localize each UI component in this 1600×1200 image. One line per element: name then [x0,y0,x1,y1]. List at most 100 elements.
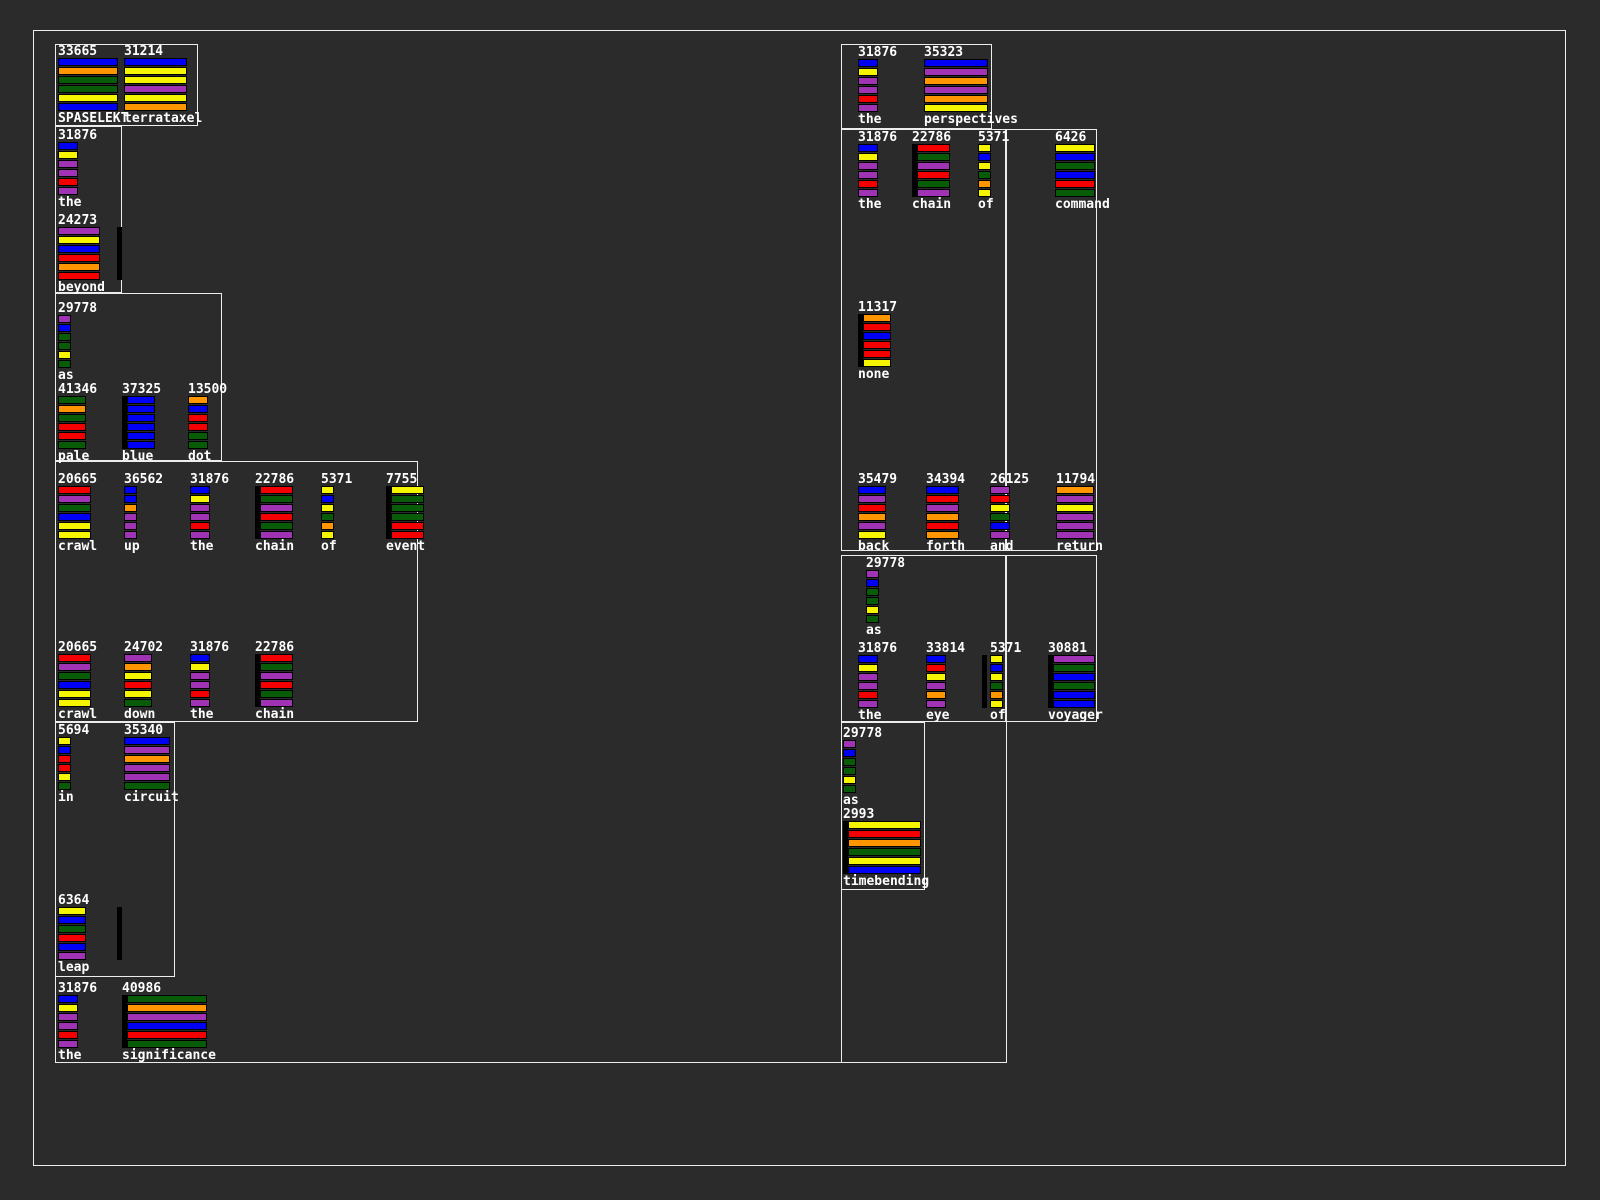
stripe-yellow [190,663,210,671]
group-box [55,293,222,461]
stripe-blue [58,943,86,951]
word-glyph-as[interactable]: 29778 as [58,301,98,382]
word-label: leap [58,960,90,975]
stripe-row [58,58,128,112]
word-glyph-pale[interactable]: 41346 pale [58,383,97,463]
stripe-yellow [990,700,1003,708]
word-glyph-none[interactable]: 11317 none [858,301,897,381]
word-glyph-leap[interactable]: 6364 leap [58,894,122,975]
stripe-green [843,758,856,766]
stripe-yellow [978,189,991,197]
stripe-green [848,848,921,856]
stripe-red [58,934,86,942]
word-glyph-significance[interactable]: 40986 significance [122,982,216,1062]
word-glyph-eye[interactable]: 33814 eye [926,642,965,722]
word-glyph-the[interactable]: 31876 the [858,642,897,723]
word-glyph-chain[interactable]: 22786 chain [912,131,951,211]
stripe-green [124,699,152,707]
stripe-purple [917,162,950,170]
stripe-green [58,85,118,93]
stripe-purple [858,495,886,503]
stripe-blue [978,153,991,161]
word-glyph-circuit[interactable]: 35340 circuit [124,724,179,804]
stripe-yellow [321,504,334,512]
stripe-purple [124,746,170,754]
word-glyph-up[interactable]: 36562 up [124,473,163,553]
stripe-yellow [1056,504,1094,512]
word-glyph-command[interactable]: 6426 command [1055,131,1110,211]
stripe-green [260,522,293,530]
stripe-purple [58,187,78,195]
stripe-stack [843,740,856,794]
word-glyph-the[interactable]: 31876 the [190,641,229,722]
stripe-orange [188,396,208,404]
stripe-stack [260,654,293,708]
word-glyph-down[interactable]: 24702 down [124,641,163,721]
word-count: 5694 [58,723,90,738]
word-glyph-chain[interactable]: 22786 chain [255,641,294,721]
word-glyph-forth[interactable]: 34394 forth [926,473,965,553]
word-glyph-dot[interactable]: 13500 dot [188,383,227,463]
stripe-purple [124,513,137,521]
word-label: crawl [58,707,98,722]
word-count: 31876 [190,472,230,487]
word-glyph-the[interactable]: 31876 the [858,131,897,211]
stripe-blue [858,655,878,663]
stripe-row [58,315,97,369]
word-glyph-the[interactable]: 31876 the [58,982,97,1063]
stripe-red [863,350,891,358]
word-count: 5371 [990,641,1022,656]
word-glyph-event[interactable]: 7755 event [386,473,425,553]
word-glyph-back[interactable]: 35479 back [858,473,897,553]
stripe-row [190,486,229,540]
word-label: the [190,707,214,722]
word-glyph-the[interactable]: 31876 the [858,46,897,126]
stripe-orange [321,522,334,530]
word-glyph-as[interactable]: 29778 as [843,727,882,807]
stripe-purple [58,1040,78,1048]
word-glyph-of[interactable]: 5371 of [978,131,1009,211]
word-glyph-of[interactable]: 5371 of [321,473,352,553]
word-glyph-crawl[interactable]: 20665 crawl [58,473,97,553]
stripe-orange [926,691,946,699]
word-glyph-timebending[interactable]: 2993 timebending [843,808,929,888]
stripe-yellow [978,144,991,152]
word-label: the [58,1048,82,1063]
word-glyph-perspectives[interactable]: 35323 perspectives [924,46,1018,126]
word-glyph-in[interactable]: 5694 in [58,723,90,804]
word-glyph-voyager[interactable]: 30881 voyager [1048,642,1103,722]
stripe-yellow [321,486,334,494]
word-glyph-as[interactable]: 29778 as [866,557,905,637]
stripe-green [58,396,86,404]
word-label: the [858,708,882,723]
word-glyph-spaselekt[interactable]: 33665 SPASELEKT [58,45,128,125]
word-glyph-beyond[interactable]: 24273 beyond [58,214,122,294]
stripe-purple [866,570,879,578]
stripe-green [866,597,879,605]
stripe-purple [990,531,1010,539]
stripe-stack [58,315,71,369]
word-glyph-blue[interactable]: 37325 blue [122,383,161,463]
stripe-yellow [124,690,152,698]
word-glyph-of[interactable]: 5371 of [982,641,1022,722]
word-glyph-return[interactable]: 11794 return [1056,473,1103,553]
stripe-stack [321,486,334,540]
stripe-blue [58,513,91,521]
word-count: 22786 [255,472,295,487]
stripe-green [917,153,950,161]
word-glyph-and[interactable]: 26125 and [990,473,1029,553]
word-glyph-the[interactable]: 31876 the [190,472,230,553]
stripe-purple [858,171,878,179]
stripe-green [188,432,208,440]
word-glyph-chain[interactable]: 22786 chain [255,472,295,553]
stripe-row [321,486,352,540]
stripe-blue [990,522,1010,530]
group-box [55,722,175,977]
word-count: 29778 [58,301,98,316]
stripe-row [866,570,905,624]
word-glyph-crawl[interactable]: 20665 crawl [58,641,98,722]
word-glyph-the[interactable]: 31876 the [58,129,97,209]
stripe-green [58,504,91,512]
stripe-yellow [124,76,187,84]
word-glyph-terrataxel[interactable]: 31214 terrataxel [124,45,202,125]
